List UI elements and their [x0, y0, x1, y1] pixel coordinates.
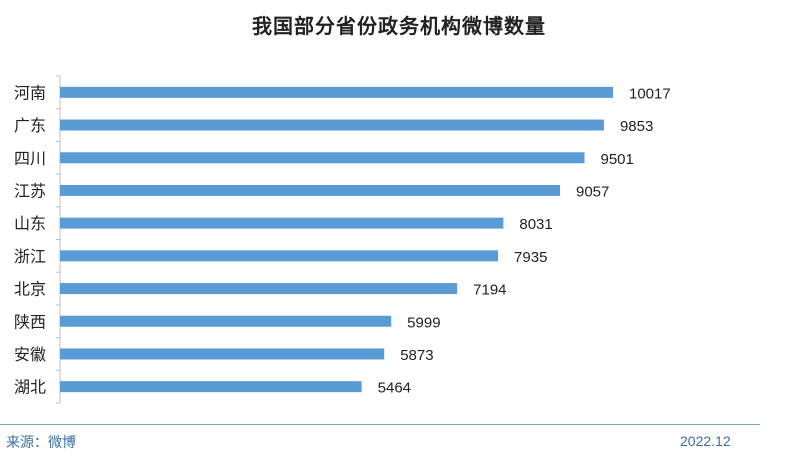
bar — [60, 250, 499, 262]
bar — [60, 86, 613, 98]
chart-title: 我国部分省份政务机构微博数量 — [252, 14, 546, 38]
category-label: 山东 — [14, 214, 46, 233]
source-note: 来源：微博 — [6, 435, 76, 451]
category-label: 浙江 — [14, 247, 46, 266]
data-label: 9853 — [620, 118, 653, 135]
category-label: 河南 — [14, 83, 46, 102]
bar — [60, 283, 458, 295]
category-label: 安徽 — [14, 345, 46, 364]
bar — [60, 217, 504, 229]
bar — [60, 348, 385, 360]
bar — [60, 119, 604, 131]
data-label: 5464 — [378, 380, 411, 397]
data-label: 5999 — [407, 314, 440, 331]
data-label: 9057 — [576, 183, 609, 200]
bar — [60, 315, 392, 327]
category-label: 湖北 — [14, 378, 46, 397]
category-label: 四川 — [14, 149, 46, 168]
bar — [60, 184, 561, 196]
data-label: 7935 — [514, 249, 547, 266]
data-label: 8031 — [519, 216, 552, 233]
data-label: 9501 — [601, 151, 634, 168]
data-label: 10017 — [629, 85, 671, 102]
date-note: 2022.12 — [680, 433, 731, 449]
category-label: 北京 — [14, 280, 46, 299]
footer-divider — [0, 424, 760, 425]
data-label: 5873 — [400, 347, 433, 364]
category-label: 广东 — [14, 116, 46, 135]
category-label: 江苏 — [14, 181, 46, 200]
bar — [60, 381, 362, 393]
bar — [60, 152, 585, 164]
category-label: 陕西 — [14, 312, 46, 331]
data-label: 7194 — [473, 282, 506, 299]
